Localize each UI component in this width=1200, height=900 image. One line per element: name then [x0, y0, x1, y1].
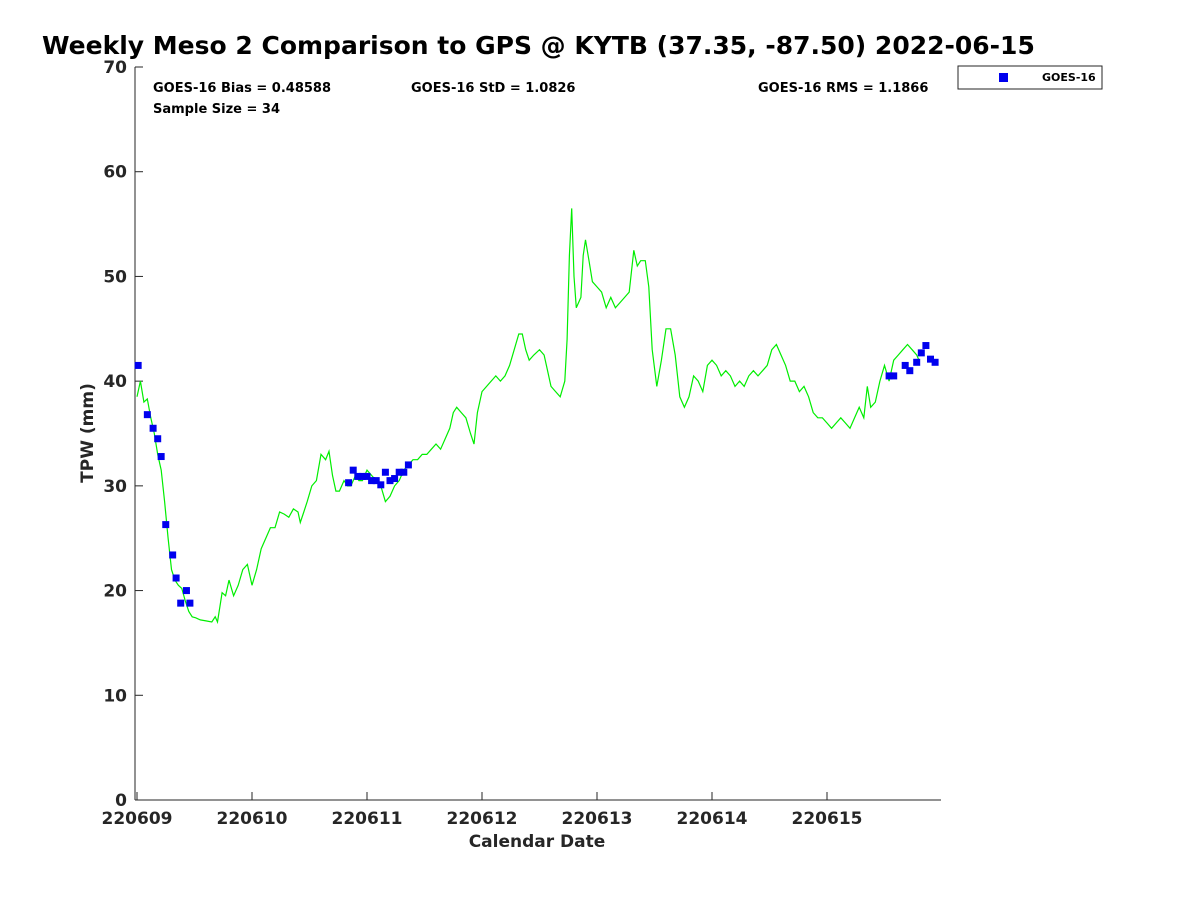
legend-label-goes16: GOES-16 [1042, 71, 1096, 84]
goes16-point [391, 475, 399, 483]
goes16-point [154, 435, 162, 443]
goes16-point [363, 472, 371, 480]
goes16-point [372, 477, 380, 485]
goes16-point [349, 466, 357, 474]
sample-size-stat: Sample Size = 34 [153, 102, 280, 117]
goes16-point [917, 349, 925, 357]
x-tick-label: 220615 [792, 809, 863, 829]
y-tick-label: 10 [103, 686, 127, 706]
goes16-point [177, 599, 185, 607]
y-axis-label: TPW (mm) [78, 383, 98, 483]
goes16-point [162, 521, 170, 529]
goes16-point [358, 472, 366, 480]
y-tick-label: 0 [115, 791, 127, 811]
goes16-point [927, 355, 934, 363]
goes16-point [931, 358, 939, 366]
goes16-point [404, 461, 412, 469]
x-tick-label: 220611 [332, 809, 403, 829]
legend-box [957, 65, 1103, 90]
goes-series [134, 342, 939, 607]
y-tick-label: 70 [103, 58, 127, 78]
goes16-point [354, 472, 362, 480]
goes16-point [890, 372, 898, 380]
plot-area: 0 10 20 30 40 50 60 70 220609 220610 220611 220612… [102, 58, 941, 829]
x-axis-ticks: 220609 220610 220611 220612 220613 220614 2206… [102, 792, 863, 829]
y-tick-label: 50 [103, 267, 127, 287]
goes16-point [157, 453, 165, 461]
goes16-point [149, 424, 157, 432]
goes16-point [885, 372, 893, 380]
y-tick-label: 20 [103, 582, 127, 602]
x-tick-label: 220614 [677, 809, 748, 829]
chart-title: Weekly Meso 2 Comparison to GPS @ KYTB (… [42, 31, 1035, 60]
y-tick-label: 40 [103, 372, 127, 392]
goes16-point [143, 411, 151, 419]
x-tick-label: 220613 [562, 809, 633, 829]
legend: GOES-16 [957, 65, 1103, 90]
goes16-point [345, 479, 353, 487]
goes16-point [395, 468, 403, 476]
rms-stat: GOES-16 RMS = 1.1866 [758, 81, 928, 96]
gps-series [136, 208, 920, 625]
goes16-point [906, 367, 914, 375]
goes16-point [913, 358, 921, 366]
goes16-point [368, 477, 376, 485]
goes16-point [400, 468, 408, 476]
goes16-point [186, 599, 194, 607]
goes16-point [182, 587, 190, 595]
y-axis-ticks: 0 10 20 30 40 50 60 70 [103, 58, 143, 811]
x-tick-label: 220609 [102, 809, 173, 829]
x-tick-label: 220610 [217, 809, 288, 829]
goes16-point [386, 477, 394, 485]
y-tick-label: 60 [103, 163, 127, 183]
goes16-point [922, 342, 930, 350]
bias-stat: GOES-16 Bias = 0.48588 [153, 81, 331, 96]
x-tick-label: 220612 [447, 809, 518, 829]
goes16-point [169, 551, 177, 559]
goes16-point [377, 481, 385, 489]
goes16-point [134, 361, 142, 369]
x-axis-label: Calendar Date [469, 832, 606, 852]
goes16-point [172, 574, 180, 582]
goes16-point [381, 468, 389, 476]
legend-marker-goes16 [999, 73, 1008, 82]
goes16-point [901, 361, 909, 369]
y-tick-label: 30 [103, 477, 127, 497]
gps-line [136, 208, 920, 625]
std-stat: GOES-16 StD = 1.0826 [411, 81, 575, 96]
